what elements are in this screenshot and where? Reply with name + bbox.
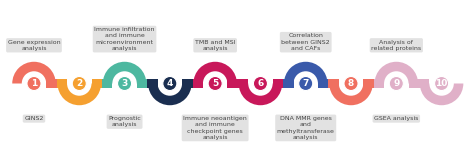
Circle shape bbox=[163, 76, 177, 91]
Text: Correlation
between GINS2
and CAFs: Correlation between GINS2 and CAFs bbox=[282, 34, 330, 51]
Circle shape bbox=[72, 76, 86, 91]
Bar bbox=[409, 79, 419, 88]
Bar bbox=[273, 79, 283, 88]
Text: 4: 4 bbox=[167, 79, 173, 88]
Text: GINS2: GINS2 bbox=[24, 116, 44, 121]
Circle shape bbox=[299, 76, 313, 91]
Circle shape bbox=[435, 76, 448, 91]
Bar bbox=[46, 79, 56, 88]
Circle shape bbox=[389, 76, 403, 91]
Bar bbox=[419, 79, 429, 88]
Bar bbox=[374, 79, 384, 88]
Circle shape bbox=[208, 76, 222, 91]
Wedge shape bbox=[420, 84, 464, 105]
Bar bbox=[91, 79, 102, 88]
Text: 8: 8 bbox=[348, 79, 354, 88]
Wedge shape bbox=[103, 62, 146, 84]
Bar bbox=[238, 79, 248, 88]
Bar bbox=[328, 79, 339, 88]
Circle shape bbox=[118, 76, 132, 91]
Text: Prognostic
analysis: Prognostic analysis bbox=[108, 116, 141, 127]
Text: TMB and MSI
analysis: TMB and MSI analysis bbox=[195, 40, 236, 51]
Text: 5: 5 bbox=[212, 79, 218, 88]
Bar bbox=[318, 79, 328, 88]
Bar bbox=[147, 79, 158, 88]
Bar bbox=[363, 79, 374, 88]
Wedge shape bbox=[57, 84, 101, 105]
Wedge shape bbox=[284, 62, 328, 84]
Bar bbox=[228, 79, 238, 88]
Text: 1: 1 bbox=[31, 79, 37, 88]
Wedge shape bbox=[148, 84, 191, 105]
Wedge shape bbox=[374, 62, 418, 84]
Bar bbox=[182, 79, 192, 88]
Text: 10: 10 bbox=[436, 79, 448, 88]
Text: 9: 9 bbox=[393, 79, 400, 88]
Wedge shape bbox=[239, 84, 282, 105]
Circle shape bbox=[254, 76, 267, 91]
Text: 3: 3 bbox=[121, 79, 128, 88]
Circle shape bbox=[344, 76, 358, 91]
Bar bbox=[192, 79, 203, 88]
Text: 7: 7 bbox=[302, 79, 309, 88]
Bar bbox=[56, 79, 67, 88]
Bar bbox=[283, 79, 293, 88]
Circle shape bbox=[27, 76, 41, 91]
Text: 2: 2 bbox=[76, 79, 82, 88]
Wedge shape bbox=[193, 62, 237, 84]
Text: Gene expression
analysis: Gene expression analysis bbox=[8, 40, 60, 51]
Text: 6: 6 bbox=[257, 79, 264, 88]
Text: Immune infiltration
and immune
microenvironment
analysis: Immune infiltration and immune microenvi… bbox=[94, 27, 155, 51]
Wedge shape bbox=[329, 84, 373, 105]
Text: DNA MMR genes
and
methyltransferase
analysis: DNA MMR genes and methyltransferase anal… bbox=[277, 116, 335, 140]
Bar bbox=[137, 79, 147, 88]
Text: GSEA analysis: GSEA analysis bbox=[374, 116, 419, 121]
Text: Immune neoantigen
and immune
checkpoint genes
analysis: Immune neoantigen and immune checkpoint … bbox=[183, 116, 247, 140]
Text: Analysis of
related proteins: Analysis of related proteins bbox=[371, 40, 421, 51]
Wedge shape bbox=[12, 62, 56, 84]
Bar bbox=[102, 79, 112, 88]
